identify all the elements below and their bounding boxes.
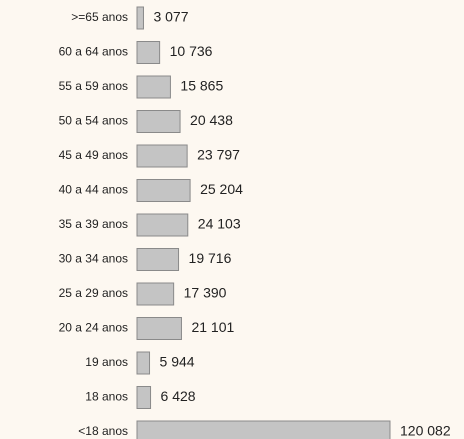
bar bbox=[136, 110, 181, 133]
category-label: 19 anos bbox=[85, 355, 128, 369]
value-label: 15 865 bbox=[180, 78, 223, 94]
bar bbox=[136, 179, 191, 202]
value-label: 17 390 bbox=[184, 285, 227, 301]
value-label: 6 428 bbox=[161, 388, 196, 404]
bar bbox=[136, 351, 151, 375]
bar bbox=[136, 75, 171, 99]
value-label: 10 736 bbox=[170, 43, 213, 59]
value-label: 24 103 bbox=[198, 216, 241, 232]
value-label: 21 101 bbox=[191, 319, 234, 335]
category-label: 45 a 49 anos bbox=[59, 148, 128, 162]
category-label: 35 a 39 anos bbox=[59, 217, 128, 231]
category-label: >=65 anos bbox=[71, 10, 128, 24]
category-label: 18 anos bbox=[85, 390, 128, 404]
value-label: 19 716 bbox=[189, 250, 232, 266]
value-label: 5 944 bbox=[160, 354, 195, 370]
category-label: <18 anos bbox=[78, 424, 128, 438]
bar bbox=[136, 144, 188, 168]
category-label: 30 a 34 anos bbox=[59, 252, 128, 266]
bar bbox=[136, 317, 182, 340]
category-label: 40 a 44 anos bbox=[59, 183, 128, 197]
category-label: 50 a 54 anos bbox=[59, 114, 128, 128]
bar bbox=[136, 386, 152, 409]
category-label: 60 a 64 anos bbox=[59, 45, 128, 59]
bar bbox=[136, 41, 161, 64]
category-label: 20 a 24 anos bbox=[59, 321, 128, 335]
value-label: 23 797 bbox=[197, 147, 240, 163]
category-label: 25 a 29 anos bbox=[59, 286, 128, 300]
value-label: 20 438 bbox=[190, 112, 233, 128]
category-label: 55 a 59 anos bbox=[59, 79, 128, 93]
bar bbox=[136, 213, 189, 237]
value-label: 120 082 bbox=[400, 423, 451, 439]
bar bbox=[136, 248, 180, 271]
value-label: 25 204 bbox=[200, 181, 243, 197]
bar bbox=[136, 420, 391, 439]
bar bbox=[136, 282, 175, 306]
value-label: 3 077 bbox=[153, 9, 188, 25]
bar bbox=[136, 6, 144, 30]
